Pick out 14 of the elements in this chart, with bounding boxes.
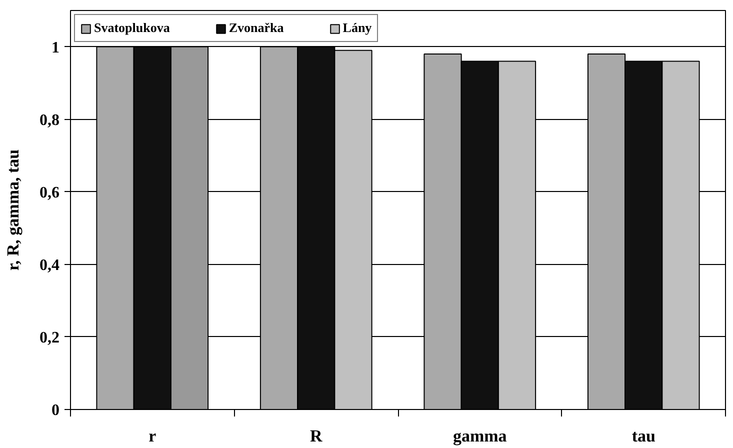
- x-tick-label: R: [310, 426, 323, 446]
- y-tick-label: 0: [52, 402, 60, 419]
- legend-label: Svatoplukova: [94, 20, 170, 36]
- y-tick-label: 0,4: [40, 256, 60, 274]
- y-axis-title: r, R, gamma, tau: [4, 149, 22, 271]
- y-tick-label: 0,8: [40, 112, 60, 129]
- x-tick-label: r: [148, 426, 157, 446]
- x-tick-label: gamma: [452, 426, 508, 446]
- y-tick-label: 0,2: [40, 329, 60, 346]
- legend-label: Lány: [342, 20, 372, 36]
- legend-label: Zvonařka: [228, 20, 284, 36]
- x-tick-label: tau: [632, 426, 656, 446]
- y-tick-label: 0,6: [40, 184, 60, 202]
- y-tick-label: 1: [52, 39, 60, 56]
